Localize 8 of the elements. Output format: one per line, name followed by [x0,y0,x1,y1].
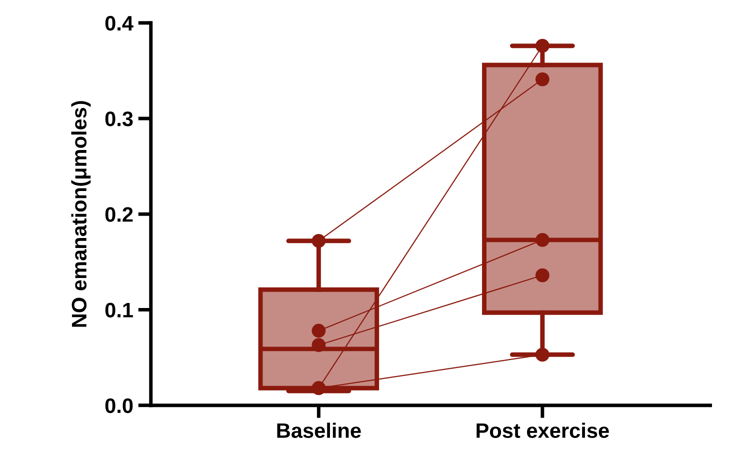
y-axis-title: NO emanation(μmoles) [71,101,91,327]
y-tick-label: 0.2 [105,207,133,222]
y-tick-label: 0.0 [105,398,133,414]
y-tick-label: 0.3 [105,112,133,126]
y-tick-label: 0.1 [105,302,133,318]
x-tick-label: Baseline [277,422,361,438]
y-tick-label: 0.4 [105,16,134,31]
x-tick-label: Post exercise [476,422,609,438]
